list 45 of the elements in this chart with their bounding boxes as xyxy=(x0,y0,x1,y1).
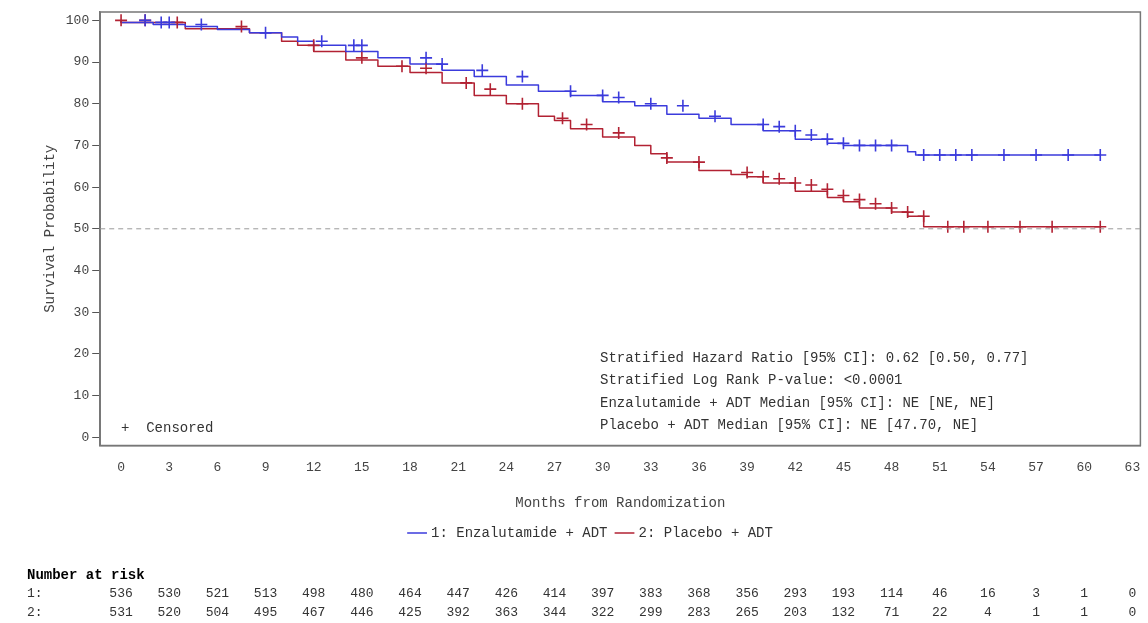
x-tick-label: 36 xyxy=(691,459,707,475)
y-tick-label: 20 xyxy=(73,346,90,362)
legend-label: 2: Placebo + ADT xyxy=(638,524,773,541)
y-tick-label: 30 xyxy=(73,304,90,320)
x-tick-label: 12 xyxy=(305,459,322,475)
y-tick-label: 10 xyxy=(73,388,90,404)
x-tick-label: 45 xyxy=(835,459,852,475)
x-tick-label: 51 xyxy=(931,459,948,475)
x-tick-label: 6 xyxy=(213,459,222,475)
x-tick-label: 27 xyxy=(546,459,563,475)
text: 1: 536 530 521 513 498 480 464 447 426 414 397 383 368 356 293 193 114 46 16 3 1 0 xyxy=(27,586,1137,602)
legend-label: 1: Enzalutamide + ADT xyxy=(431,524,608,541)
x-tick-label: 24 xyxy=(498,459,515,475)
x-tick-label: 15 xyxy=(354,459,370,475)
x-tick-label: 54 xyxy=(980,459,996,475)
y-axis-title: Survival Probability xyxy=(42,144,59,313)
y-tick-label: 0 xyxy=(81,429,90,445)
annotation: Enzalutamide + ADT Median [95% CI]: NE [NE, NE] xyxy=(600,394,995,411)
x-tick-label: 63 xyxy=(1124,459,1141,475)
x-tick-label: 48 xyxy=(883,459,900,475)
y-tick-label: 80 xyxy=(73,96,90,112)
x-tick-label: 21 xyxy=(450,459,467,475)
y-tick-label: 70 xyxy=(73,137,90,153)
x-tick-label: 18 xyxy=(402,459,418,475)
y-tick-label: 90 xyxy=(73,54,90,70)
annotation: Stratified Hazard Ratio [95% CI]: 0.62 [0.50, 0.77] xyxy=(600,349,1029,366)
x-tick-label: 3 xyxy=(165,459,174,475)
x-tick-label: 30 xyxy=(594,459,611,475)
y-tick-label: 60 xyxy=(73,179,90,195)
x-tick-label: 57 xyxy=(1028,459,1044,475)
text: 2: 531 520 504 495 467 446 425 392 363 344 322 299 283 265 203 132 71 22 4 1 1 0 xyxy=(27,605,1137,621)
y-tick-label: 40 xyxy=(73,262,90,278)
x-tick-label: 60 xyxy=(1076,459,1093,475)
text: Number at risk xyxy=(27,566,145,583)
x-tick-label: 33 xyxy=(643,459,659,475)
annotation: Placebo + ADT Median [95% CI]: NE [47.70, NE] xyxy=(600,417,979,434)
x-tick-label: 9 xyxy=(261,459,270,475)
x-tick-label: 39 xyxy=(739,459,755,475)
annotation: Stratified Log Rank P-value: <0.0001 xyxy=(600,372,903,389)
annotation: + Censored xyxy=(121,419,214,436)
y-tick-label: 100 xyxy=(65,12,90,28)
x-axis-title: Months from Randomization xyxy=(515,495,726,512)
y-tick-label: 50 xyxy=(73,221,90,237)
x-tick-label: 42 xyxy=(787,459,804,475)
x-tick-label: 0 xyxy=(117,459,125,475)
